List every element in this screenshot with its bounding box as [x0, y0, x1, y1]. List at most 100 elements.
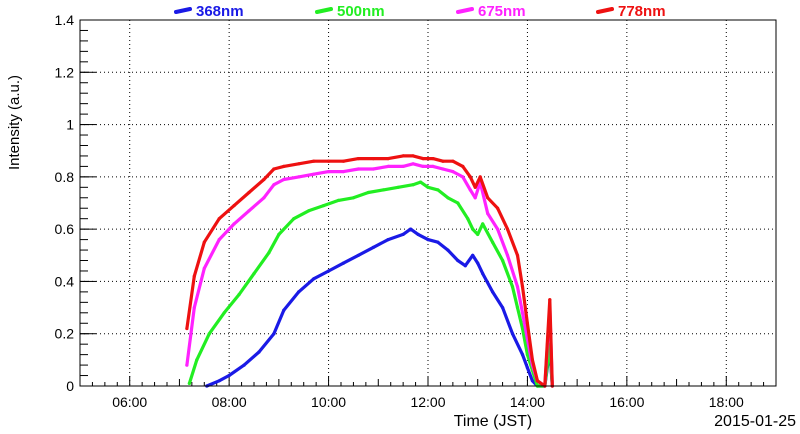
data-point: [371, 157, 375, 161]
data-point: [327, 269, 331, 273]
data-point: [496, 206, 500, 210]
data-point: [525, 366, 530, 370]
data-point: [501, 306, 505, 310]
data-point: [277, 232, 281, 236]
x-tick-label: 08:00: [212, 394, 247, 410]
data-point: [217, 238, 221, 242]
data-point: [356, 157, 360, 161]
data-point: [336, 198, 341, 202]
x-tick-label: 06:00: [112, 394, 147, 410]
data-point: [327, 170, 331, 174]
data-point: [292, 217, 296, 221]
data-point: [322, 204, 326, 208]
data-point: [232, 222, 236, 226]
data-point: [431, 164, 435, 168]
data-point: [247, 190, 251, 195]
data-point: [262, 196, 266, 200]
legend-label: 778nm: [618, 3, 666, 20]
data-point: [272, 183, 276, 187]
data-point: [520, 353, 525, 357]
data-point: [371, 245, 375, 249]
data-point: [421, 164, 425, 168]
data-point: [371, 167, 375, 171]
data-point: [505, 253, 510, 257]
data-point: [185, 363, 189, 367]
data-point: [195, 358, 199, 362]
y-tick-label: 1: [66, 117, 74, 133]
data-point: [312, 159, 316, 163]
data-point: [515, 306, 520, 310]
data-point: [486, 211, 490, 216]
data-point: [386, 157, 390, 161]
x-tick-label: 10:00: [311, 394, 346, 410]
data-point: [441, 167, 445, 171]
y-tick-label: 1.2: [55, 64, 75, 80]
data-point: [473, 185, 477, 189]
data-point: [297, 290, 301, 294]
data-point: [356, 253, 360, 257]
y-tick-label: 0.8: [55, 169, 75, 185]
data-point: [386, 238, 390, 242]
data-point: [327, 159, 331, 163]
data-point: [282, 177, 286, 182]
data-point: [217, 217, 221, 221]
data-point: [451, 170, 455, 174]
data-point: [530, 358, 535, 362]
data-point: [227, 373, 231, 378]
y-tick-label: 0: [66, 378, 74, 394]
x-tick-label: 18:00: [709, 394, 744, 410]
grid-lines: [80, 19, 776, 387]
data-point: [471, 253, 475, 257]
data-point: [461, 164, 465, 168]
data-point: [431, 157, 435, 161]
date-label: 2015-01-25: [714, 413, 796, 430]
data-point: [456, 258, 460, 263]
series-line-778nm: [185, 154, 554, 388]
data-point: [272, 167, 276, 171]
data-point: [232, 204, 236, 208]
data-point: [187, 381, 191, 385]
data-point: [501, 258, 505, 263]
data-point: [441, 159, 445, 163]
data-point: [401, 164, 405, 168]
data-point: [396, 185, 400, 189]
data-point: [381, 188, 385, 192]
data-point: [252, 272, 256, 276]
data-point: [446, 196, 450, 200]
data-point: [282, 308, 286, 312]
data-point: [473, 196, 477, 200]
y-tick-label: 0.6: [55, 221, 75, 237]
legend-swatch: [456, 7, 474, 14]
data-point: [436, 188, 440, 192]
data-point: [192, 274, 196, 278]
data-point: [185, 326, 189, 331]
data-point: [491, 240, 495, 244]
data-point: [446, 248, 450, 252]
data-point: [192, 306, 196, 310]
data-point: [436, 240, 440, 244]
data-point: [466, 217, 470, 221]
x-tick-label: 14:00: [510, 394, 545, 410]
data-point: [476, 232, 480, 236]
data-point: [426, 238, 430, 242]
data-point: [525, 353, 530, 357]
data-point: [257, 350, 261, 354]
data-point: [461, 175, 465, 179]
data-point: [202, 266, 206, 270]
data-point: [520, 311, 525, 315]
x-tick-label: 12:00: [410, 394, 445, 410]
data-point: [496, 227, 500, 231]
data-point: [520, 326, 525, 331]
data-point: [297, 162, 301, 166]
data-point: [535, 379, 540, 383]
data-point: [416, 232, 420, 236]
data-point: [520, 285, 525, 289]
data-point: [426, 185, 430, 189]
data-point: [421, 157, 425, 161]
data-point: [510, 332, 515, 336]
legend-swatch: [315, 7, 333, 14]
data-point: [476, 261, 480, 265]
series-line-368nm: [205, 227, 554, 388]
data-point: [217, 379, 221, 383]
